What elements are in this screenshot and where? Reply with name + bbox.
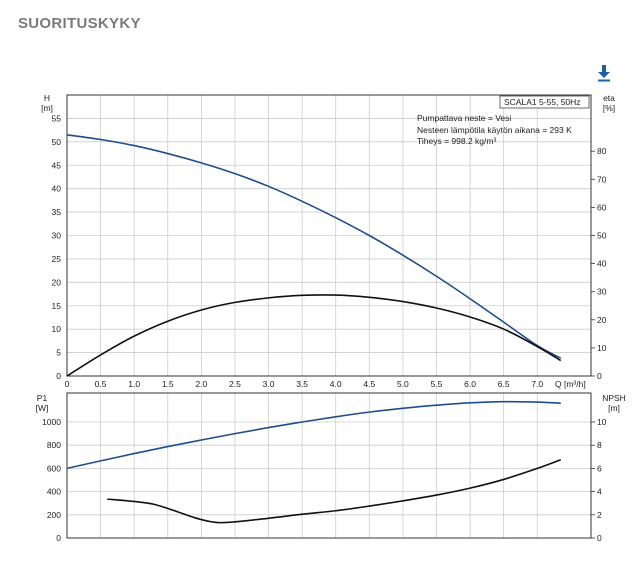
x-tick-label: 3.5 (296, 379, 308, 389)
upper-ticks-x: 0 0.5 1.0 1.5 2.0 2.5 3.0 3.5 4.0 4.5 5.0 5.5 6.0 6.5… (65, 379, 544, 389)
x-tick-label: 6.5 (498, 379, 510, 389)
x-tick-label: 4.0 (330, 379, 342, 389)
x-axis-label: Q [m³/h] (555, 379, 586, 389)
model-label-box (499, 95, 590, 109)
download-icon[interactable] (596, 64, 612, 82)
info-line-fluid: Pumpattava neste = Vesi (417, 113, 511, 123)
lower-left-tick-label: 800 (47, 440, 61, 450)
lower-left-tick-label: 1000 (42, 417, 61, 427)
upper-right-tick-label: 10 (597, 343, 607, 353)
lower-right-tick-label: 4 (597, 487, 602, 497)
x-tick-label: 2.5 (229, 379, 241, 389)
upper-left-tick-label: 25 (52, 254, 62, 264)
lower-right-axis-unit: [m] (608, 403, 620, 413)
upper-left-tick-label: 10 (52, 324, 62, 334)
upper-left-tick-label: 50 (52, 137, 62, 147)
x-tick-label: 6.0 (464, 379, 476, 389)
power-curve-P1 (66, 400, 561, 470)
lower-ticks-right: 0 2 4 6 8 10 (591, 417, 607, 543)
upper-left-tick-label: 0 (56, 371, 61, 381)
upper-right-axis-unit: [%] (603, 103, 615, 113)
upper-right-tick-label: 70 (597, 174, 607, 184)
upper-left-tick-label: 5 (56, 348, 61, 358)
upper-left-tick-label: 15 (52, 301, 62, 311)
lower-right-tick-label: 10 (597, 417, 607, 427)
upper-right-tick-label: 0 (597, 371, 602, 381)
lower-right-tick-label: 6 (597, 463, 602, 473)
x-tick-label: 5.5 (431, 379, 443, 389)
lower-left-tick-label: 400 (47, 487, 61, 497)
lower-right-tick-label: 2 (597, 510, 602, 520)
info-line-density: Tiheys = 998.2 kg/m³ (417, 136, 496, 146)
model-label: SCALA1 5-55, 50Hz (504, 97, 581, 107)
upper-right-tick-label: 20 (597, 315, 607, 325)
page-title: SUORITUSKYKY (18, 15, 141, 32)
lower-left-tick-label: 0 (56, 533, 61, 543)
x-tick-label: 7.0 (531, 379, 543, 389)
upper-right-tick-label: 30 (597, 287, 607, 297)
upper-left-axis-unit: [m] (41, 103, 53, 113)
x-tick-label: 3.0 (263, 379, 275, 389)
lower-left-axis-unit: [W] (36, 403, 49, 413)
upper-right-tick-label: 40 (597, 259, 607, 269)
lower-right-tick-label: 0 (597, 533, 602, 543)
x-tick-label: 0.5 (95, 379, 107, 389)
lower-grid (67, 393, 591, 538)
upper-ticks-left: 0 5 10 15 20 25 30 35 40 45 50 55 (52, 113, 62, 381)
upper-right-tick-label: 80 (597, 146, 607, 156)
x-tick-label: 4.5 (363, 379, 375, 389)
x-tick-label: 5.0 (397, 379, 409, 389)
lower-ticks-left: 0 200 400 600 800 1000 (42, 417, 61, 543)
lower-right-axis-title: NPSH (602, 393, 626, 403)
info-line-temperature: Nesteen lämpötila käytön aikana = 293 K (417, 125, 572, 135)
x-tick-label: 0 (65, 379, 70, 389)
efficiency-curve-eta (66, 294, 562, 377)
head-curve-H (66, 134, 562, 359)
lower-left-tick-label: 200 (47, 510, 61, 520)
upper-left-tick-label: 20 (52, 277, 62, 287)
upper-ticks-right: 0 10 20 30 40 50 60 70 80 (591, 146, 607, 381)
upper-right-tick-label: 50 (597, 231, 607, 241)
x-tick-label: 1.5 (162, 379, 174, 389)
curves (66, 134, 562, 524)
upper-left-tick-label: 45 (52, 160, 62, 170)
upper-grid (67, 95, 591, 376)
x-tick-label: 1.0 (128, 379, 140, 389)
npsh-curve (107, 458, 562, 524)
lower-plot-frame (66, 392, 592, 539)
lower-left-tick-label: 600 (47, 463, 61, 473)
upper-left-tick-label: 35 (52, 207, 62, 217)
upper-right-tick-label: 60 (597, 202, 607, 212)
lower-left-axis-title: P1 (37, 393, 48, 403)
upper-left-axis-title: H (44, 93, 50, 103)
upper-left-tick-label: 30 (52, 231, 62, 241)
lower-right-tick-label: 8 (597, 440, 602, 450)
upper-left-tick-label: 55 (52, 113, 62, 123)
x-tick-label: 2.0 (195, 379, 207, 389)
upper-right-axis-title: eta (603, 93, 615, 103)
upper-left-tick-label: 40 (52, 184, 62, 194)
